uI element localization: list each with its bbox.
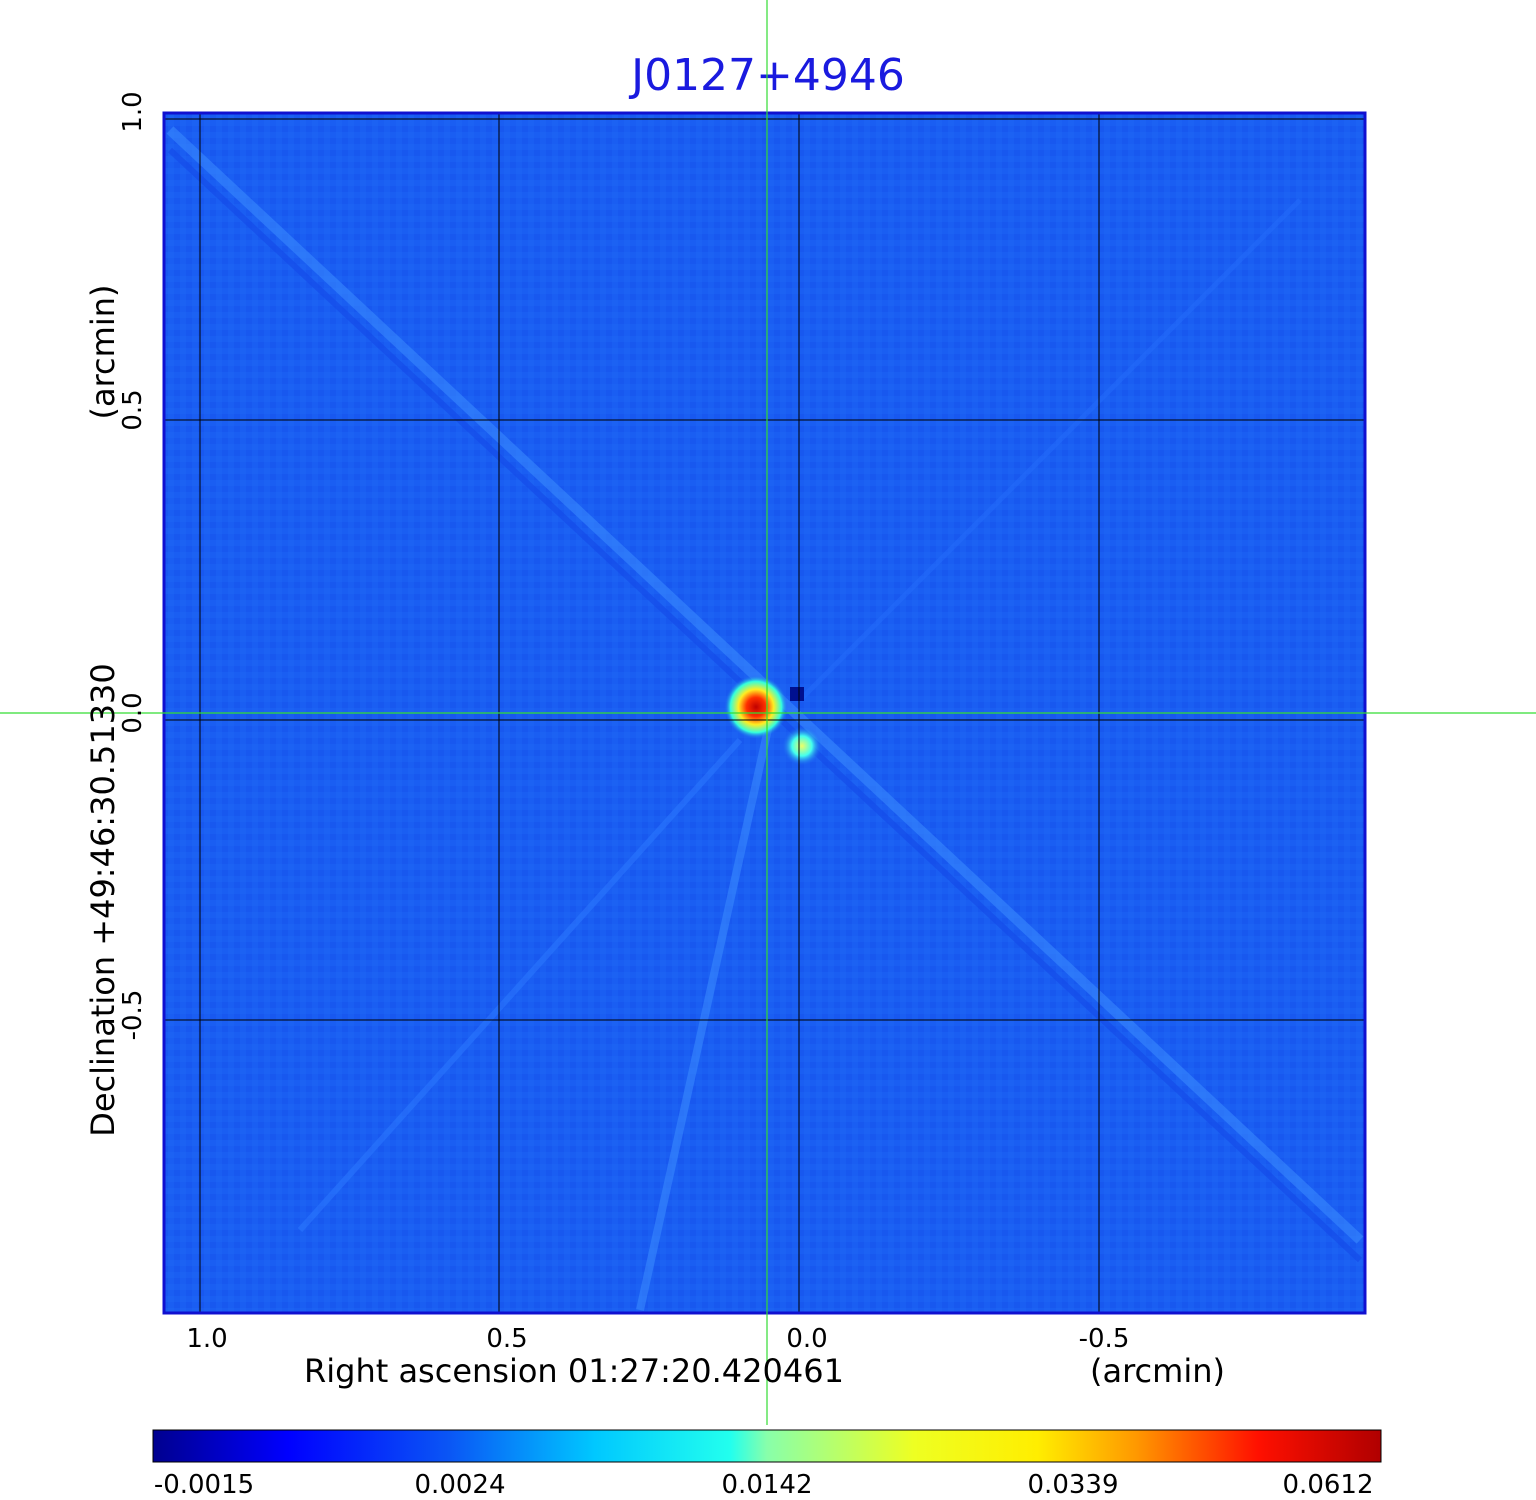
x-axis-label: Right ascension 01:27:20.420461 — [304, 1352, 844, 1390]
x-tick: 1.0 — [186, 1324, 228, 1354]
x-tick: 0.5 — [486, 1324, 528, 1354]
y-tick: 0.0 — [118, 692, 148, 734]
y-tick: 1.0 — [118, 91, 148, 133]
crosshair — [0, 0, 1536, 1425]
source-peak — [724, 675, 788, 739]
colorbar-tick: -0.0015 — [153, 1470, 255, 1500]
source-title: J0127+4946 — [631, 50, 905, 101]
source-secondary — [782, 726, 822, 766]
colorbar-tick: 0.0612 — [1282, 1470, 1374, 1500]
y-tick: 0.5 — [118, 389, 148, 431]
colorbar-tick: 0.0024 — [414, 1470, 506, 1500]
colorbar — [152, 1429, 1382, 1463]
colorbar-tick: 0.0339 — [1027, 1470, 1119, 1500]
colorbar-tick: 0.0142 — [721, 1470, 813, 1500]
y-axis-label: Declination +49:46:30.51330 — [84, 663, 122, 1137]
y-tick: -0.5 — [118, 989, 148, 1041]
x-tick: 0.0 — [786, 1324, 828, 1354]
x-axis-unit: (arcmin) — [1090, 1352, 1225, 1390]
y-axis-unit: (arcmin) — [84, 284, 122, 420]
x-tick: -0.5 — [1078, 1324, 1130, 1354]
